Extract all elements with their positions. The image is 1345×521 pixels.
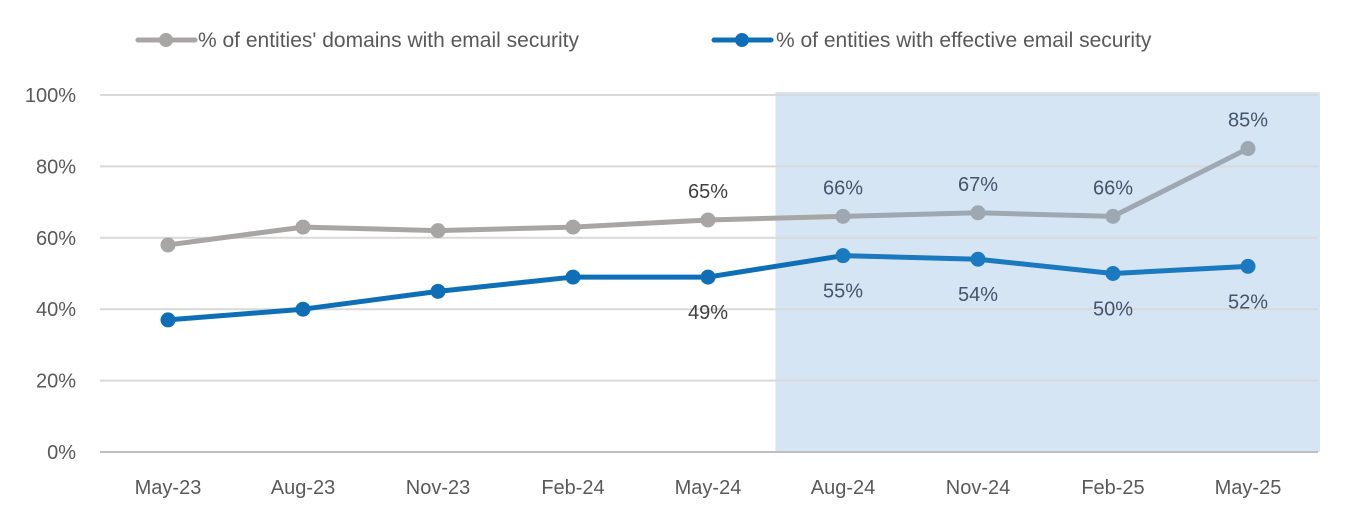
legend: % of entities' domains with email securi… [135, 29, 1152, 52]
highlight-region [775, 92, 1320, 452]
series-0-data-label: 85% [1228, 110, 1268, 132]
series-0-segment [705, 213, 846, 223]
x-tick-label: Feb-25 [1081, 477, 1144, 499]
series-0-data-label: 65% [688, 181, 728, 203]
series-0-data-label: 66% [823, 177, 863, 199]
series-0-segment [570, 217, 711, 230]
series-0-point [1240, 141, 1256, 157]
series-1-data-label: 55% [823, 281, 863, 303]
series-0-point [295, 219, 311, 235]
series-0-segment [1110, 146, 1251, 219]
x-tick-label: Nov-23 [406, 477, 470, 499]
series-1-segment [300, 288, 441, 312]
series-0-data-label: 67% [958, 174, 998, 196]
y-tick-label: 80% [36, 156, 76, 178]
series-1-point [160, 312, 176, 328]
series-0-point [835, 208, 851, 224]
series-0-point [565, 219, 581, 235]
series-1-point [1240, 258, 1256, 274]
series-0-point [700, 212, 716, 228]
x-tick-label: Nov-24 [946, 477, 1010, 499]
legend-label-1: % of entities with effective email secur… [776, 29, 1152, 52]
series-0-point [160, 237, 176, 253]
y-tick-label: 60% [36, 228, 76, 250]
x-tick-label: Feb-24 [541, 477, 604, 499]
series-1-point [835, 248, 851, 264]
legend-label-0: % of entities' domains with email securi… [198, 29, 579, 52]
series-1-data-label: 52% [1228, 291, 1268, 313]
series-1-data-label: 49% [688, 302, 728, 324]
series-1-segment [1110, 263, 1251, 276]
series-0-point [970, 205, 986, 221]
series-1-point [1105, 266, 1121, 281]
y-tick-label: 100% [25, 85, 76, 107]
legend-marker-0 [159, 33, 173, 47]
x-tick-label: Aug-23 [271, 477, 336, 499]
y-tick-label: 0% [47, 442, 76, 464]
series-1-data-label: 50% [1093, 299, 1133, 321]
series-0-point [430, 223, 446, 239]
series-1-point [970, 251, 986, 267]
series-1-segment [165, 306, 306, 323]
series-1-point [295, 301, 311, 317]
series-1-point [565, 269, 581, 285]
series-0-segment [165, 224, 306, 248]
series-0-segment [840, 210, 981, 219]
series-0-data-label: 66% [1093, 177, 1133, 199]
legend-marker-1 [735, 33, 749, 47]
x-tick-label: May-23 [135, 477, 202, 499]
series-1-segment [705, 253, 846, 280]
series-1-segment [840, 253, 981, 262]
series-0-segment [300, 224, 441, 234]
y-tick-label: 20% [36, 371, 76, 393]
series-1-point [700, 269, 716, 285]
series-1-segment [975, 256, 1116, 276]
series-0-segment [975, 210, 1116, 219]
series-1-segment [435, 274, 576, 294]
series-1-data-label: 54% [958, 284, 998, 306]
x-tick-label: Aug-24 [811, 477, 876, 499]
series-0-point [1105, 208, 1121, 224]
y-tick-label: 40% [36, 299, 76, 321]
legend-item-0: % of entities' domains with email securi… [135, 29, 579, 52]
x-tick-label: May-24 [675, 477, 742, 499]
x-tick-label: May-25 [1215, 477, 1282, 499]
series-1-point [430, 283, 446, 299]
legend-item-1: % of entities with effective email secur… [711, 29, 1152, 52]
series-0-segment [435, 224, 576, 234]
